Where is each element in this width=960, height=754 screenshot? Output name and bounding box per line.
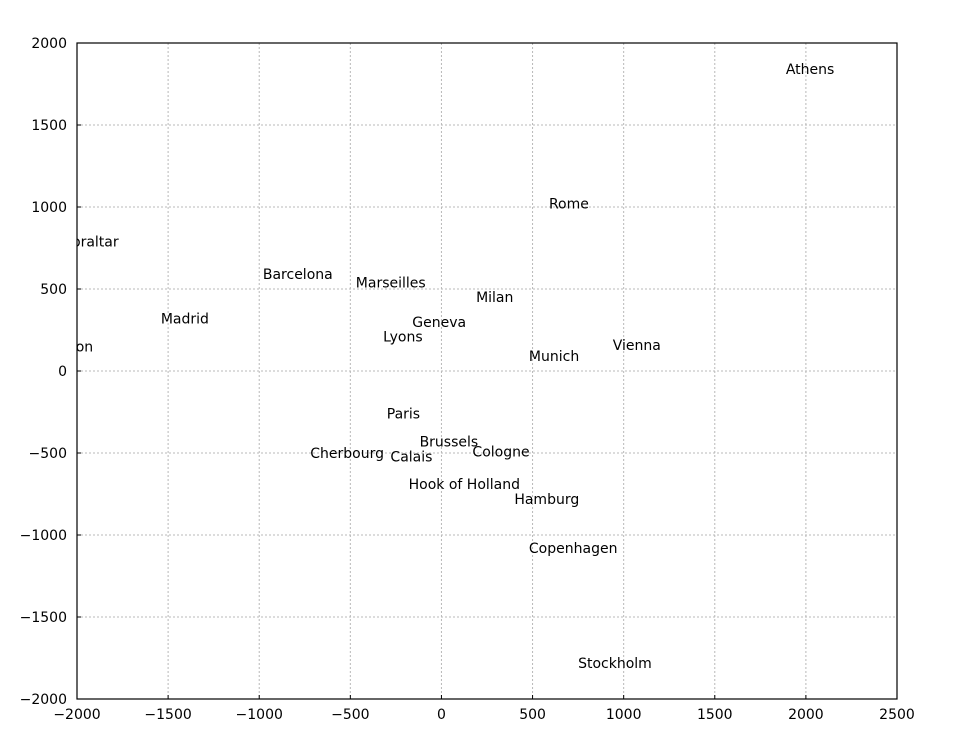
point-label-milan: Milan [476, 290, 513, 306]
y-tick-label: 0 [58, 364, 67, 380]
point-label-athens: Athens [786, 62, 834, 78]
point-label-calais: Calais [390, 449, 432, 465]
point-label-cologne: Cologne [472, 444, 529, 460]
point-label-copenhagen: Copenhagen [529, 541, 618, 557]
point-labels: Athens Rome Gibraltar Barcelona Marseilles Mi… [48, 62, 834, 672]
point-label-stockholm: Stockholm [578, 656, 652, 672]
point-label-munich: Munich [529, 349, 579, 365]
x-tick-label: −1500 [144, 707, 191, 723]
x-tick-label: −2000 [53, 707, 100, 723]
y-tick-label: −2000 [20, 692, 67, 708]
y-tick-label: 1000 [31, 200, 67, 216]
x-tick-label: −500 [331, 707, 369, 723]
y-tick-label: 2000 [31, 36, 67, 52]
point-label-madrid: Madrid [161, 312, 209, 328]
point-label-cherbourg: Cherbourg [310, 446, 384, 462]
point-label-vienna: Vienna [613, 338, 661, 354]
point-label-hook-of-holland: Hook of Holland [409, 477, 520, 493]
y-tick-label: 1500 [31, 118, 67, 134]
point-label-marseilles: Marseilles [356, 275, 426, 291]
x-tick-label: 1000 [606, 707, 642, 723]
x-tick-label: 500 [519, 707, 546, 723]
x-tick-label: 2500 [879, 707, 915, 723]
point-label-lyons: Lyons [383, 330, 423, 346]
y-tick-label: −500 [29, 446, 67, 462]
x-tick-label: −1000 [236, 707, 283, 723]
point-label-brussels: Brussels [420, 435, 479, 451]
y-tick-label: −1500 [20, 610, 67, 626]
point-label-barcelona: Barcelona [263, 267, 333, 283]
y-tick-label: −1000 [20, 528, 67, 544]
x-tick-label: 2000 [788, 707, 824, 723]
x-tick-label: 0 [437, 707, 446, 723]
point-label-lisbon: Lisbon [48, 339, 93, 355]
point-label-hamburg: Hamburg [514, 492, 579, 508]
point-label-geneva: Geneva [412, 315, 466, 331]
y-tick-label: 500 [40, 282, 67, 298]
point-label-gibraltar: Gibraltar [57, 234, 119, 250]
point-label-paris: Paris [387, 407, 420, 423]
x-tick-label: 1500 [697, 707, 733, 723]
y-axis-ticks: −2000 −1500 −1000 −500 0 500 1000 1500 2000 [20, 36, 81, 708]
x-axis-ticks: −2000 −1500 −1000 −500 0 500 1000 1500 2000 2500 [53, 695, 915, 723]
point-label-rome: Rome [549, 197, 589, 213]
